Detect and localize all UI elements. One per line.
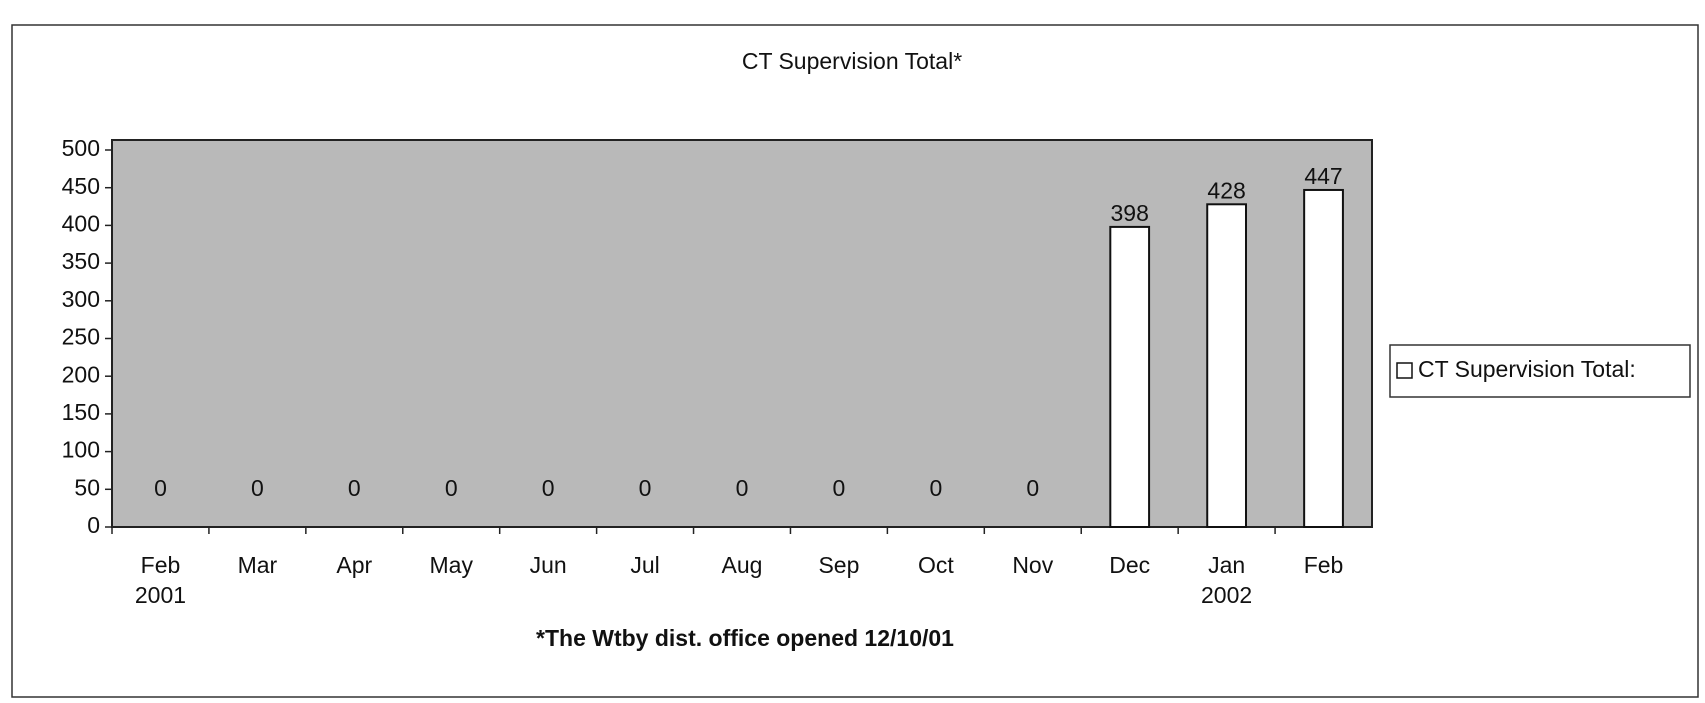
data-label: 447 [1304, 163, 1342, 189]
x-tick-label: Nov [1012, 552, 1053, 578]
y-tick-label: 450 [62, 173, 100, 199]
y-tick-label: 250 [62, 324, 100, 350]
data-label: 0 [929, 475, 942, 501]
legend-swatch [1396, 362, 1413, 379]
y-tick-label: 500 [62, 135, 100, 161]
bar [1109, 225, 1151, 529]
data-label: 0 [1026, 475, 1039, 501]
y-tick-label: 400 [62, 210, 100, 236]
data-label: 0 [154, 475, 167, 501]
y-tick-label: 200 [62, 361, 100, 387]
data-label: 0 [445, 475, 458, 501]
x-tick-label: Feb [1304, 552, 1344, 578]
data-label: 0 [542, 475, 555, 501]
x-tick-label: Aug [722, 552, 763, 578]
x-tick-label: May [430, 552, 474, 578]
x-tick-label: Jun [530, 552, 567, 578]
data-label: 0 [639, 475, 652, 501]
plot-area [111, 139, 1373, 528]
data-label: 0 [833, 475, 846, 501]
bar [1206, 203, 1247, 528]
data-label: 428 [1207, 177, 1245, 203]
y-tick-label: 50 [74, 474, 100, 500]
chart-border [11, 24, 1699, 698]
chart-title: CT Supervision Total* [742, 48, 962, 74]
data-label: 398 [1111, 200, 1149, 226]
annotation: *The Wtby dist. office opened 12/10/01 [536, 625, 954, 651]
x-tick-label: Apr [336, 552, 372, 578]
y-tick-label: 0 [87, 512, 100, 538]
data-label: 0 [251, 475, 264, 501]
x-tick-label: Jan 2002 [1201, 552, 1252, 608]
y-tick-label: 100 [62, 437, 100, 463]
y-tick-label: 350 [62, 248, 100, 274]
bar [1303, 188, 1344, 528]
x-tick-label: Feb 2001 [135, 552, 186, 608]
legend-box [1389, 344, 1691, 398]
x-tick-label: Jul [630, 552, 659, 578]
legend-label: CT Supervision Total: [1418, 356, 1636, 382]
data-label: 0 [348, 475, 361, 501]
x-tick-label: Dec [1109, 552, 1150, 578]
data-label: 0 [736, 475, 749, 501]
y-tick-label: 150 [62, 399, 100, 425]
x-tick-label: Oct [918, 552, 954, 578]
x-tick-label: Sep [818, 552, 859, 578]
x-tick-label: Mar [238, 552, 278, 578]
y-tick-label: 300 [62, 286, 100, 312]
